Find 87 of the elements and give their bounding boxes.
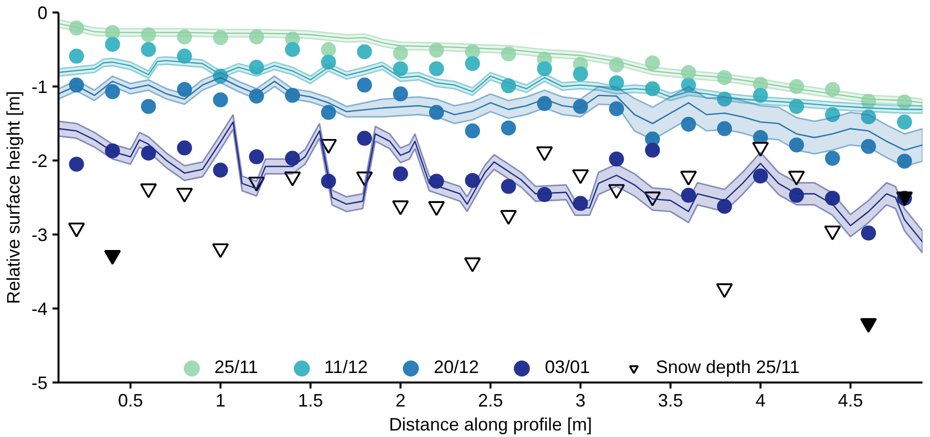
point	[897, 114, 912, 130]
point	[177, 82, 192, 97]
point	[465, 56, 480, 72]
point	[681, 116, 696, 132]
point	[357, 130, 372, 146]
point	[825, 82, 840, 97]
point	[501, 178, 516, 194]
x-tick-label: 1.5	[298, 390, 324, 410]
point	[429, 61, 444, 76]
legend-label: 20/12	[434, 357, 479, 378]
point	[285, 150, 300, 166]
legend-label: 11/12	[324, 357, 368, 378]
x-tick-label: 0.5	[118, 390, 144, 410]
point	[393, 46, 408, 61]
point	[393, 166, 408, 182]
point	[609, 75, 624, 90]
point	[429, 174, 444, 189]
y-tick-label: -3	[31, 225, 48, 245]
point	[501, 120, 516, 136]
point	[285, 42, 300, 57]
point	[141, 98, 156, 114]
point	[357, 78, 372, 93]
point	[825, 150, 840, 166]
point	[681, 188, 696, 203]
point	[393, 61, 408, 76]
point	[429, 104, 444, 120]
point	[645, 142, 660, 158]
point	[249, 88, 264, 104]
point	[861, 138, 876, 154]
point	[69, 156, 84, 172]
point	[717, 121, 732, 136]
legend-label: 25/11	[214, 357, 258, 378]
point	[609, 101, 624, 116]
point	[213, 162, 228, 178]
point	[645, 55, 660, 70]
point	[825, 107, 840, 122]
point	[897, 154, 912, 169]
point	[69, 48, 84, 64]
y-tick-label: -5	[31, 373, 48, 393]
legend-label: 03/01	[544, 357, 590, 378]
point	[177, 140, 192, 156]
point	[573, 66, 588, 82]
x-tick-label: 4.5	[838, 390, 864, 410]
x-tick-label: 3	[575, 390, 586, 410]
x-tick-label: 2.5	[478, 390, 504, 410]
point	[321, 104, 336, 120]
point	[213, 92, 228, 108]
y-tick-label: -4	[31, 299, 48, 319]
point	[141, 27, 156, 42]
point	[465, 172, 480, 188]
point	[429, 42, 444, 58]
x-tick-label: 2	[395, 390, 406, 410]
point	[609, 58, 624, 73]
y-tick-label: -1	[31, 77, 48, 97]
point	[249, 149, 264, 164]
point	[789, 137, 804, 152]
point	[321, 54, 336, 70]
point	[717, 198, 732, 214]
point	[141, 42, 156, 57]
x-tick-label: 3.5	[658, 390, 684, 410]
point	[321, 42, 336, 57]
y-tick-label: 0	[37, 3, 48, 23]
point	[501, 46, 516, 62]
point	[141, 146, 156, 161]
point	[861, 226, 876, 241]
point	[177, 29, 192, 44]
point	[177, 48, 192, 64]
point	[825, 190, 840, 206]
point	[681, 78, 696, 93]
x-tick-label: 1	[215, 390, 226, 410]
x-tick-label: 4	[755, 390, 766, 410]
point	[609, 152, 624, 167]
point	[393, 86, 408, 102]
point	[105, 84, 120, 100]
x-axis-title: Distance along profile [m]	[388, 414, 592, 434]
y-tick-label: -2	[31, 151, 48, 171]
point	[105, 36, 120, 52]
point	[861, 109, 876, 124]
point	[357, 44, 372, 60]
point	[753, 88, 768, 103]
point	[789, 98, 804, 114]
y-axis-title: Relative surface height [m]	[3, 90, 24, 304]
point	[465, 123, 480, 138]
legend-label: Snow depth 25/11	[656, 357, 800, 378]
point	[537, 61, 552, 76]
point	[213, 30, 228, 46]
point	[753, 168, 768, 184]
